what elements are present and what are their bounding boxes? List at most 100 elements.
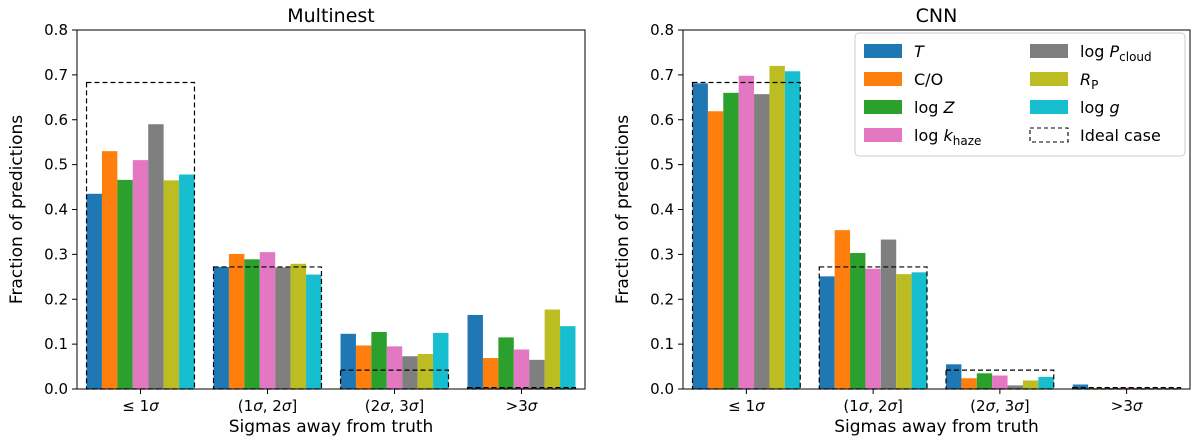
bar-log-z-2: [976, 373, 993, 389]
panel-title: CNN: [916, 5, 958, 27]
y-tick-label: 0.1: [650, 335, 674, 353]
legend-box: [854, 32, 1186, 157]
bar-c-o-1: [228, 253, 245, 389]
x-tick-label: (1σ, 2σ]: [843, 397, 902, 415]
y-tick-label: 0.0: [650, 380, 674, 398]
bar-r-p-1: [290, 263, 307, 389]
bar-log-z-3: [498, 337, 514, 389]
bar-t-3: [1072, 384, 1089, 389]
panel-title: Multinest: [287, 5, 375, 27]
y-axis-title: Fraction of predictions: [613, 115, 633, 304]
bar-log-k-haze-1: [259, 252, 276, 389]
bar-c-o-2: [355, 345, 372, 389]
bar-c-o-1: [834, 230, 851, 389]
legend-swatch-ideal-case: [1029, 127, 1069, 143]
bar-c-o-0: [707, 111, 724, 389]
y-tick-label: 0.6: [650, 111, 674, 129]
bar-log-g-1: [306, 274, 322, 389]
bar-t-0: [692, 83, 708, 390]
bar-t-0: [86, 193, 102, 389]
y-tick-label: 0.1: [44, 335, 68, 353]
x-axis-title: Sigmas away from truth: [834, 417, 1039, 437]
legend-swatch: [864, 44, 902, 58]
legend-label: Ideal case: [1080, 126, 1161, 145]
bar-log-g-2: [1038, 376, 1054, 389]
bar-log-k-haze-2: [992, 375, 1008, 389]
bar-r-p-0: [163, 180, 180, 389]
bar-log-z-2: [371, 332, 387, 389]
x-tick-label: (1σ, 2σ]: [238, 397, 297, 415]
bar-r-p-3: [544, 309, 561, 389]
legend-label: log Z: [914, 98, 955, 117]
legend-swatch: [864, 100, 902, 114]
y-tick-label: 0.2: [44, 290, 68, 308]
bar-log-z-0: [117, 179, 133, 389]
cnn-panel: 0.0 0.1 0.2 0.3 0.4 0.5 0.6 0.7 0.8 ≤ 1σ (1σ, 2σ] (…: [613, 5, 1191, 437]
y-tick-label: 0.4: [650, 201, 674, 219]
y-tick-label: 0.8: [44, 21, 68, 39]
bar-t-1: [213, 266, 229, 389]
y-tick-label: 0.3: [44, 245, 68, 263]
x-tick-label: ≤ 1σ: [122, 397, 159, 415]
bar-log-p-cloud-2: [1007, 385, 1023, 389]
legend-label: T: [914, 42, 925, 61]
bar-log-k-haze-3: [513, 349, 530, 389]
bar-log-p-cloud-1: [880, 239, 897, 389]
bar-log-p-cloud-0: [148, 124, 164, 390]
x-tick-label: >3σ: [506, 397, 538, 415]
legend-label: log khaze: [914, 126, 981, 148]
bar-r-p-1: [896, 274, 912, 389]
bar-log-g-0: [784, 71, 801, 389]
bar-log-k-haze-0: [132, 160, 149, 389]
y-tick-label: 0.8: [650, 21, 674, 39]
bar-log-p-cloud-0: [754, 94, 770, 389]
legend-label: RP: [1080, 70, 1098, 92]
legend-swatch: [1030, 44, 1068, 58]
y-tick-label: 0.6: [44, 111, 68, 129]
y-tick-label: 0.2: [650, 290, 674, 308]
bar-c-o-2: [961, 378, 977, 389]
x-tick-label: >3σ: [1111, 397, 1143, 415]
bar-log-g-0: [179, 174, 195, 389]
y-tick-label: 0.7: [44, 66, 68, 84]
bar-log-k-haze-3: [1118, 387, 1135, 389]
legend-label: C/O: [914, 70, 943, 89]
legend: T C/O log Z log khaze log Pcloud RP log g Ideal…: [854, 32, 1186, 157]
x-axis-title: Sigmas away from truth: [229, 417, 434, 437]
bar-log-g-1: [911, 272, 927, 389]
legend-swatch: [1030, 100, 1068, 114]
bar-log-k-haze-0: [738, 75, 755, 390]
bar-log-k-haze-1: [865, 268, 881, 389]
x-tick-label: (2σ, 3σ]: [970, 397, 1029, 415]
legend-label: log Pcloud: [1080, 42, 1152, 64]
bar-log-k-haze-2: [386, 346, 403, 389]
multinest-panel: 0.0 0.1 0.2 0.3 0.4 0.5 0.6 0.7 0.8 ≤ 1σ (1σ, 2σ] (…: [7, 5, 586, 437]
bar-log-p-cloud-3: [529, 359, 545, 389]
bar-r-p-0: [769, 65, 785, 390]
bar-t-2: [340, 333, 356, 389]
legend-swatch: [1030, 72, 1068, 86]
bar-log-p-cloud-1: [275, 267, 291, 389]
y-axis-title: Fraction of predictions: [7, 115, 27, 304]
y-tick-label: 0.5: [650, 156, 674, 174]
bar-log-g-2: [433, 332, 449, 389]
bar-log-z-1: [850, 253, 866, 389]
bar-log-z-0: [723, 92, 739, 389]
bar-r-p-2: [417, 353, 434, 389]
y-tick-label: 0.0: [44, 380, 68, 398]
legend-swatch: [864, 72, 902, 86]
bar-t-3: [467, 314, 483, 389]
bar-log-g-3: [560, 326, 576, 389]
bar-r-p-2: [1022, 380, 1039, 389]
x-tick-label: (2σ, 3σ]: [365, 397, 424, 415]
bar-t-1: [819, 276, 835, 389]
y-tick-label: 0.7: [650, 66, 674, 84]
bar-log-z-1: [244, 259, 260, 389]
legend-label: log g: [1080, 98, 1120, 117]
bar-t-2: [946, 364, 962, 389]
y-tick-label: 0.4: [44, 201, 68, 219]
bar-c-o-3: [482, 358, 499, 389]
bar-c-o-0: [101, 151, 118, 389]
bar-log-p-cloud-2: [402, 356, 418, 389]
